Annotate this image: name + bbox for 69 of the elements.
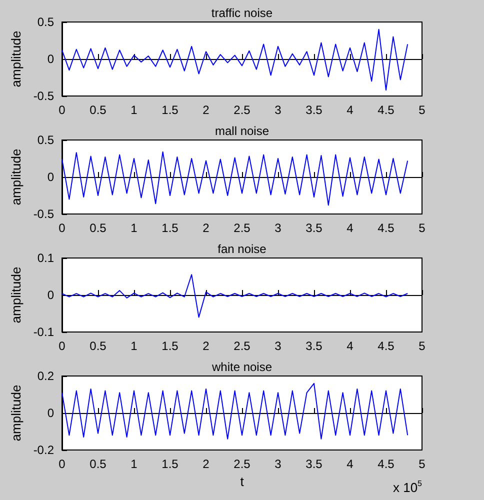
x-tick-label: 5 — [418, 457, 426, 471]
line-series — [62, 274, 408, 318]
x-tick-label: 5 — [418, 339, 426, 353]
x-tick-label: 2 — [202, 221, 210, 235]
x-tick-label: 4 — [346, 103, 354, 117]
x-tick-label: 5 — [418, 221, 426, 235]
x-tick-label: 3.5 — [306, 457, 323, 471]
y-tick-label: 0 — [47, 170, 54, 184]
x-tick-label: 0.5 — [90, 103, 107, 117]
y-axis-title: amplitude — [8, 30, 24, 88]
chart-title: fan noise — [218, 242, 267, 256]
x-tick-label: 3.5 — [306, 339, 323, 353]
x-tick-label: 2 — [202, 339, 210, 353]
x-tick-label: 4 — [346, 457, 354, 471]
x-tick-label: 3 — [274, 457, 282, 471]
x-tick-label: 0 — [58, 221, 66, 235]
x-tick-label: 1.5 — [162, 457, 179, 471]
x-tick-label: 3 — [274, 103, 282, 117]
x-tick-label: 0 — [58, 457, 66, 471]
x-tick-label: 5 — [418, 103, 426, 117]
chart-title: mall noise — [214, 124, 270, 138]
x-tick-label: 0 — [58, 103, 66, 117]
y-tick-label: 0 — [47, 52, 54, 66]
chart-title: white noise — [210, 360, 272, 374]
chart-title: traffic noise — [211, 6, 273, 20]
x-tick-label: 4.5 — [378, 457, 395, 471]
y-tick-label: -0.5 — [33, 207, 54, 221]
x-tick-label: 0.5 — [90, 457, 107, 471]
y-tick-label: 0.5 — [37, 133, 54, 147]
y-axis-title: amplitude — [8, 266, 24, 324]
y-tick-label: 0.1 — [37, 251, 54, 265]
x-tick-label: 1.5 — [162, 339, 179, 353]
x-tick-label: 4.5 — [378, 103, 395, 117]
x-tick-label: 3.5 — [306, 221, 323, 235]
y-axis-title: amplitude — [8, 148, 24, 206]
x-tick-label: 2.5 — [234, 221, 251, 235]
x-axis-title: t — [240, 474, 244, 489]
x-tick-label: 1.5 — [162, 221, 179, 235]
y-tick-label: -0.5 — [33, 89, 54, 103]
x-tick-label: 1 — [130, 457, 138, 471]
x-tick-label: 2.5 — [234, 457, 251, 471]
x-tick-label: 2.5 — [234, 103, 251, 117]
x-tick-label: 4 — [346, 339, 354, 353]
x-tick-label: 3 — [274, 221, 282, 235]
x-tick-label: 1 — [130, 103, 138, 117]
y-tick-label: -0.1 — [33, 325, 54, 339]
line-series — [62, 382, 408, 440]
x-tick-label: 1 — [130, 221, 138, 235]
y-tick-label: 0 — [47, 406, 54, 420]
y-tick-label: 0.5 — [37, 15, 54, 29]
x-tick-label: 4 — [346, 221, 354, 235]
x-tick-label: 0 — [58, 339, 66, 353]
x-tick-label: 2 — [202, 103, 210, 117]
line-series — [62, 151, 408, 206]
x-tick-label: 1 — [130, 339, 138, 353]
y-tick-label: -0.2 — [33, 443, 54, 457]
y-axis-title: amplitude — [8, 384, 24, 442]
x-tick-label: 2 — [202, 457, 210, 471]
line-series — [62, 28, 408, 91]
x-tick-label: 1.5 — [162, 103, 179, 117]
x-tick-label: 3.5 — [306, 103, 323, 117]
x-tick-label: 2.5 — [234, 339, 251, 353]
x-tick-label: 4.5 — [378, 221, 395, 235]
x-tick-label: 3 — [274, 339, 282, 353]
x-tick-label: 4.5 — [378, 339, 395, 353]
y-tick-label: 0 — [47, 288, 54, 302]
x-tick-label: 0.5 — [90, 339, 107, 353]
x-tick-label: 0.5 — [90, 221, 107, 235]
y-tick-label: 0.2 — [37, 369, 54, 383]
